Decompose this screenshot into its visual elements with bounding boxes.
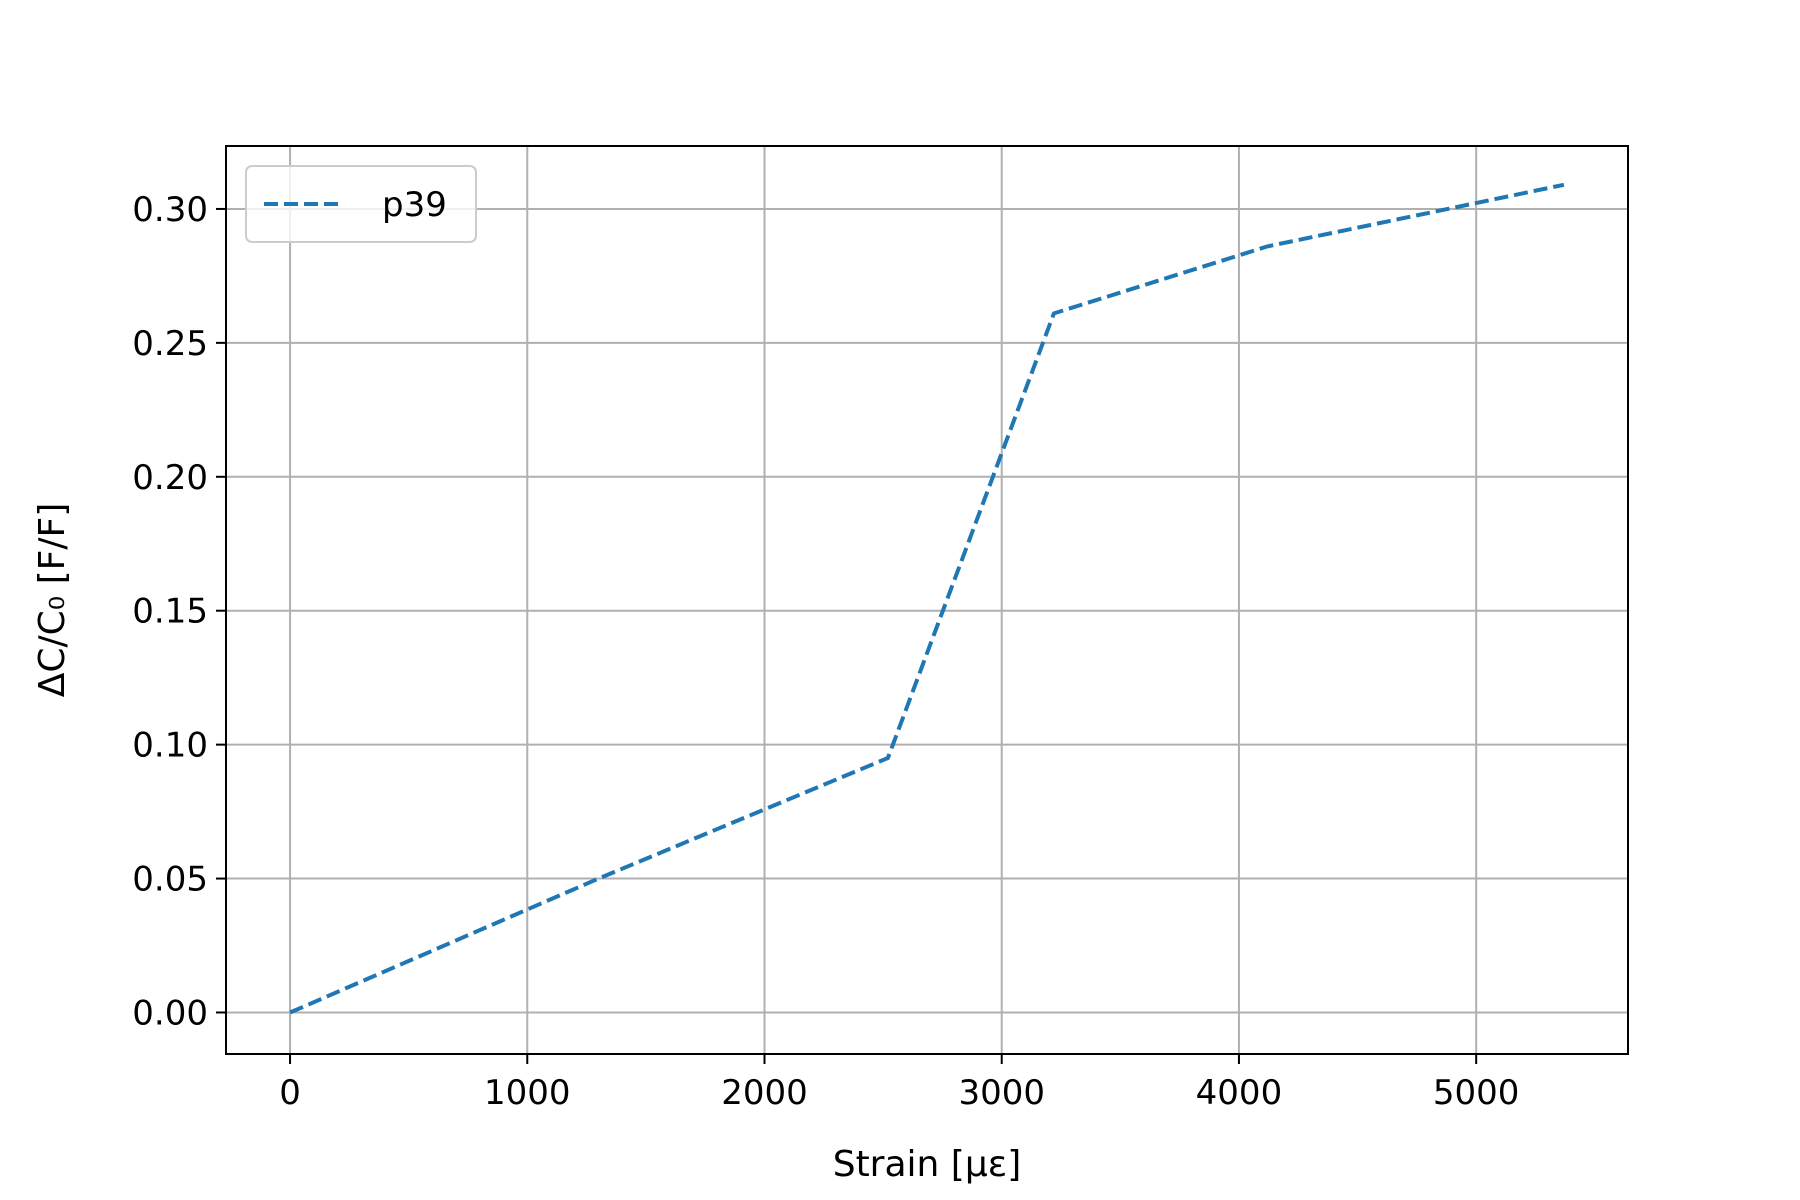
y-tick-label-5: 0.25 [132,324,208,364]
y-tick-label-3: 0.15 [132,592,208,632]
y-tick-label-6: 0.30 [132,190,208,230]
legend-entry-p39: p39 [382,185,447,225]
x-tick-label-0: 0 [279,1073,301,1113]
y-tick-label-4: 0.20 [132,458,208,498]
series-layer [288,182,1566,1015]
y-tick-label-2: 0.10 [132,726,208,766]
legend: p39 [245,165,477,243]
data-point-0 [288,1010,292,1014]
y-axis-ticks: 0.00 0.05 0.10 0.15 0.20 0.25 0.30 [132,190,226,1033]
x-axis-ticks: 0 1000 2000 3000 4000 5000 [279,1054,1519,1113]
x-tick-label-3: 3000 [958,1073,1045,1113]
plot-frame [225,145,1629,1055]
legend-box [245,165,477,243]
x-tick-label-1: 1000 [484,1073,571,1113]
y-axis-label: ΔC/C₀ [F/F] [32,503,73,698]
x-tick-label-4: 4000 [1196,1073,1283,1113]
y-tick-label-0: 0.00 [132,993,208,1033]
series-line-p39 [289,182,1565,1015]
data-point-3 [1052,311,1056,315]
data-point-2 [886,756,890,760]
data-point-4 [1265,244,1269,248]
y-tick-label-1: 0.05 [132,860,208,900]
x-tick-label-5: 5000 [1433,1073,1520,1113]
data-point-5 [1562,183,1566,187]
data-point-1 [596,877,600,881]
grid-lines [226,146,1628,1054]
x-tick-label-2: 2000 [721,1073,808,1113]
x-axis-label: Strain [με] [833,1144,1022,1185]
